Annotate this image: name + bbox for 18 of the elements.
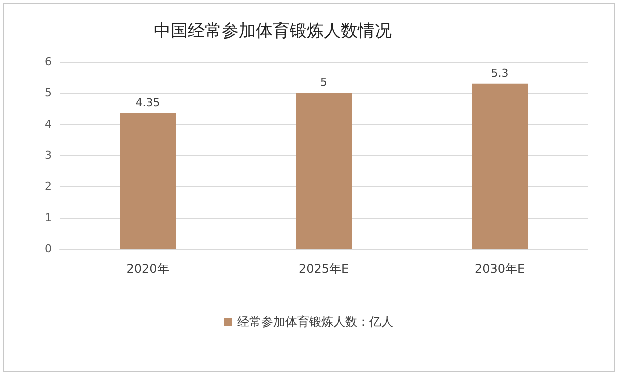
x-tick-label: 2030年E [474, 262, 526, 276]
y-tick-label: 1 [45, 211, 52, 224]
y-tick-label: 4 [45, 118, 52, 131]
y-tick-label: 0 [45, 242, 52, 256]
data-label: 4.35 [136, 96, 160, 110]
bar [120, 113, 176, 249]
legend-label: 经常参加体育锻炼人数：亿人 [238, 315, 394, 329]
y-tick-label: 5 [45, 86, 52, 100]
y-tick-label: 2 [45, 180, 52, 194]
data-label: 5.3 [491, 66, 509, 80]
x-tick-label: 2020年 [126, 262, 170, 276]
bar [296, 93, 352, 249]
y-tick-label: 6 [45, 56, 52, 68]
y-tick-label: 3 [45, 149, 52, 162]
data-label: 5 [320, 76, 328, 90]
chart-title: 中国经常参加体育锻炼人数情况 [154, 22, 392, 42]
bar [472, 84, 528, 249]
x-tick-label: 2025年E [298, 262, 350, 276]
